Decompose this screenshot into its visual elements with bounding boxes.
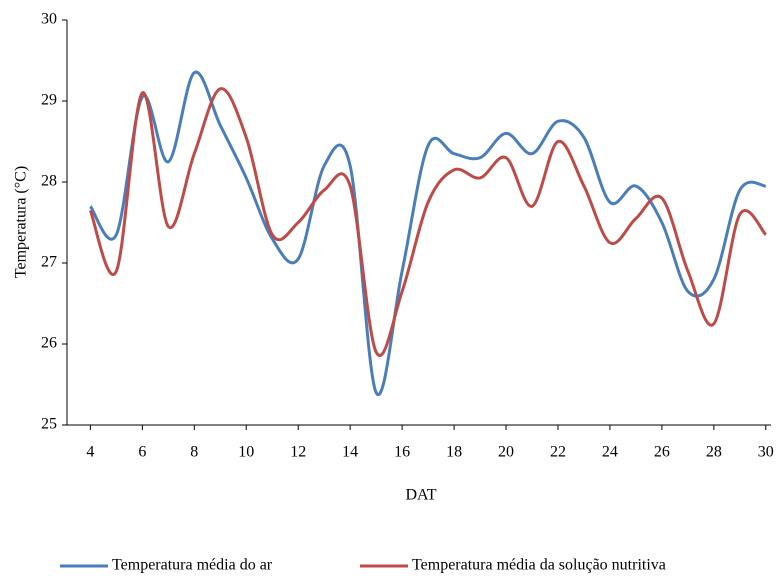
y-tick-label: 29 — [41, 92, 57, 109]
x-tick-label: 28 — [706, 444, 722, 461]
x-tick-label: 14 — [342, 444, 358, 461]
x-axis-label: DAT — [405, 487, 436, 504]
x-tick-label: 12 — [290, 444, 306, 461]
x-tick-label: 20 — [498, 444, 514, 461]
y-tick-label: 25 — [41, 416, 57, 433]
x-tick-label: 4 — [86, 444, 94, 461]
y-tick-label: 30 — [41, 11, 57, 28]
x-tick-label: 18 — [446, 444, 462, 461]
data-line — [89, 70, 767, 397]
legend-label: Temperatura média do ar — [112, 557, 273, 574]
x-tick-label: 16 — [394, 444, 410, 461]
x-tick-label: 26 — [654, 444, 670, 461]
y-tick-label: 28 — [41, 173, 57, 190]
legend-label: Temperatura média da solução nutritiva — [412, 557, 666, 574]
x-tick-label: 24 — [602, 444, 618, 461]
data-line — [88, 87, 767, 357]
x-tick-label: 6 — [138, 444, 146, 461]
x-tick-label: 10 — [238, 444, 254, 461]
x-tick-label: 22 — [550, 444, 566, 461]
y-tick-label: 27 — [41, 254, 57, 271]
y-tick-label: 26 — [41, 335, 57, 352]
y-axis-label: Temperatura (°C) — [13, 166, 30, 278]
x-tick-label: 8 — [190, 444, 198, 461]
x-tick-label: 30 — [758, 444, 774, 461]
